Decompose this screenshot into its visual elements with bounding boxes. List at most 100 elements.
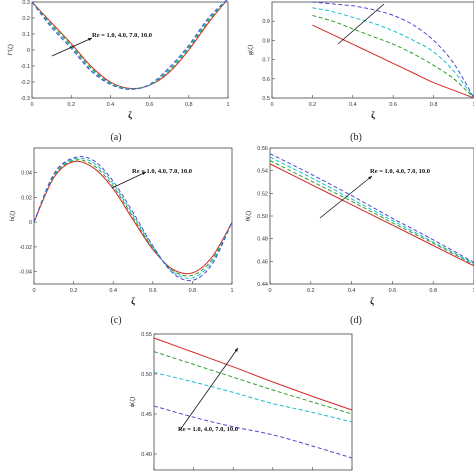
y-tick-label: -0.2	[21, 80, 30, 86]
x-tick-label: 0.2	[67, 102, 75, 108]
y-tick-label: -0.04	[19, 270, 32, 276]
series-line-3	[312, 7, 474, 99]
x-tick-label: 0.4	[109, 288, 117, 294]
x-tick-label: 0.8	[430, 102, 438, 108]
chart-panel-5: 00.20.40.60.810.400.450.500.55ϕ(ζ)Re = 1…	[129, 332, 353, 471]
x-tick-label: 0	[270, 102, 273, 108]
chart-panel-1: 0 0.2 0.4 0.6 0.8 1 -0.3 -0.2 -0.1 0 0.1 0.2 0.3 ζ f''…	[7, 0, 230, 143]
plot-frame	[271, 1, 474, 99]
x-axis-label: ζ	[371, 110, 375, 120]
y-tick-label: 0.44	[257, 282, 268, 288]
series-line-2	[312, 14, 474, 99]
x-tick-label: 0	[268, 288, 271, 294]
x-tick-label: 0.6	[149, 288, 157, 294]
y-tick-label: 0.55	[141, 332, 152, 338]
x-tick-label: 0.2	[70, 288, 78, 294]
x-tick-label: 0	[32, 288, 35, 294]
chart-panel-4: 0 0.2 0.4 0.6 0.8 1 0.44 0.46 0.48 0.50 0.52 0.54 0.…	[245, 146, 474, 326]
x-tick-label: 0.8	[429, 288, 437, 294]
annotation-arrowhead	[88, 38, 92, 41]
annotation-arrow	[51, 37, 93, 57]
annotation-arrow	[337, 3, 385, 45]
y-tick-label: -0.3	[21, 96, 30, 102]
series-line-1	[269, 163, 474, 267]
x-axis-label: ζ	[128, 110, 132, 120]
y-tick-label: 0.9	[262, 19, 270, 25]
y-tick-label: 0.04	[21, 171, 32, 177]
x-tick-label: 0.6	[389, 102, 397, 108]
chart-panel-3: 0 0.2 0.4 0.6 0.8 1 -0.04 -0.02 0 0.02 0.04 ζ h(ζ) (c…	[9, 147, 234, 326]
x-tick-label: 1	[226, 102, 229, 108]
y-tick-label: 0.02	[21, 195, 32, 201]
y-tick-label: 0	[29, 220, 32, 226]
series-line-1	[33, 160, 233, 275]
series-line-1	[31, 0, 228, 90]
y-axis-label: g(ζ)	[247, 45, 254, 55]
annotation-arrowhead	[142, 172, 146, 175]
series-line-3	[33, 157, 233, 279]
x-tick-label: 0.6	[146, 102, 154, 108]
y-tick-label: 0.48	[257, 237, 268, 243]
series-line-2	[269, 160, 474, 266]
y-tick-label: 0.56	[257, 146, 268, 152]
y-tick-label: 0.5	[262, 96, 270, 102]
y-tick-label: 0.52	[257, 191, 268, 197]
series-line-2	[153, 351, 353, 415]
x-tick-label: 0.2	[307, 288, 315, 294]
x-tick-label: 0.4	[107, 102, 115, 108]
y-tick-label: 0.40	[141, 452, 152, 458]
y-tick-label: 0.50	[141, 372, 152, 378]
x-tick-label: 0.4	[349, 102, 357, 108]
annotation-arrowhead	[368, 176, 372, 180]
x-tick-label: 1	[230, 288, 233, 294]
x-tick-label: 0.8	[185, 102, 193, 108]
y-tick-label: -0.1	[21, 64, 30, 70]
plot-frame	[33, 147, 233, 285]
series-line-4	[312, 1, 474, 99]
annotation-arrow	[111, 171, 147, 189]
series-line-3	[153, 371, 353, 423]
y-tick-label: 0.45	[141, 412, 152, 418]
x-tick-label: 0.2	[309, 102, 317, 108]
y-tick-label: 0.3	[22, 0, 30, 6]
series-line-4	[269, 153, 474, 263]
y-axis-label: h(ζ)	[9, 211, 16, 221]
series-line-4	[33, 156, 233, 282]
y-tick-label: 0.46	[257, 259, 268, 265]
annotation-arrowhead	[234, 348, 238, 352]
annotation-text: Re = 1.0, 4.0, 7.0, 10.0	[178, 426, 238, 433]
y-tick-label: 0.7	[262, 58, 270, 64]
series-line-1	[153, 337, 353, 411]
x-tick-label: 0.4	[348, 288, 356, 294]
annotation-text: Re = 1.0, 4.0, 7.0, 10.0	[370, 168, 430, 175]
y-tick-label: 0.1	[22, 32, 30, 38]
y-axis-label: θ(ζ)	[245, 211, 252, 221]
x-tick-label: 1	[472, 102, 474, 108]
panel-label: (a)	[110, 132, 121, 143]
x-tick-label: 0.6	[389, 288, 397, 294]
series-line-3	[31, 0, 228, 90]
series-line-1	[312, 24, 474, 99]
y-tick-label: 0	[27, 48, 30, 54]
panel-label: (b)	[350, 132, 362, 143]
annotation-arrow	[319, 175, 373, 219]
series-line-2	[31, 0, 228, 90]
plot-frame	[31, 1, 229, 99]
y-axis-label: f''(ζ)	[7, 44, 14, 56]
x-axis-label: ζ	[370, 296, 374, 306]
panel-label: (d)	[350, 315, 362, 326]
x-axis-label: ζ	[131, 296, 135, 306]
annotation-text: Re = 1.0, 4.0, 7.0, 10.0	[92, 32, 152, 39]
y-tick-label: 0.6	[262, 77, 270, 83]
y-axis-label: ϕ(ζ)	[129, 397, 136, 407]
series-line-2	[33, 159, 233, 277]
y-tick-label: 0.54	[257, 169, 268, 175]
annotation-arrow	[179, 347, 239, 431]
panel-label: (c)	[110, 315, 121, 326]
x-tick-label: 1	[472, 288, 474, 294]
y-tick-label: 0.2	[22, 16, 30, 22]
chart-panel-2: 0 0.2 0.4 0.6 0.8 1 0.5 0.6 0.7 0.8 0.9 ζ g(ζ) (b)	[247, 1, 474, 143]
y-tick-label: 0.8	[262, 38, 270, 44]
y-tick-label: -0.02	[19, 245, 32, 251]
